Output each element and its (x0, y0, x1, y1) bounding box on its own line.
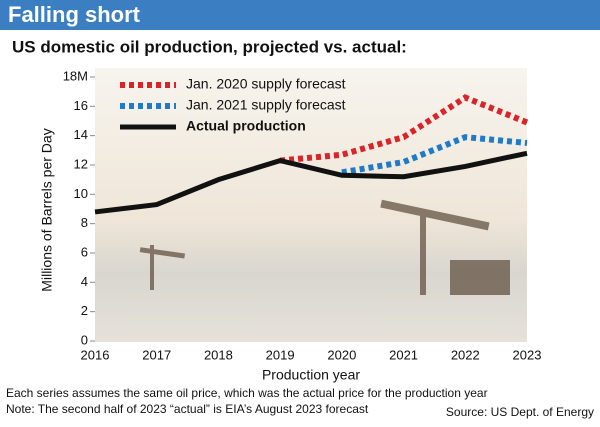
y-tick-label: 6 (81, 244, 88, 259)
chart-subtitle: US domestic oil production, projected vs… (12, 37, 407, 56)
series-line (279, 94, 529, 164)
header-bar (0, 0, 600, 30)
y-tick-label: 10 (74, 186, 88, 201)
y-tick-label: 2 (81, 303, 88, 318)
x-tick-label: 2020 (327, 347, 356, 362)
chart-title: Falling short (8, 2, 141, 27)
y-tick-label: 8 (81, 215, 88, 230)
legend-label: Jan. 2020 supply forecast (186, 76, 346, 92)
photo-background (95, 68, 527, 342)
y-axis-label: Millions of Barrels per Day (39, 128, 55, 291)
x-tick-label: 2019 (266, 347, 295, 362)
note: Each series assumes the same oil price, … (6, 386, 488, 400)
x-tick-label: 2023 (513, 347, 542, 362)
y-tick-label: 14 (74, 127, 88, 142)
pumpjack-decor (139, 199, 510, 295)
note: Note: The second half of 2023 “actual” i… (6, 402, 369, 416)
x-tick-label: 2018 (204, 347, 233, 362)
legend-label: Jan. 2021 supply forecast (186, 97, 346, 113)
x-tick-label: 2016 (81, 347, 110, 362)
x-axis-label: Production year (262, 367, 360, 383)
series-line (94, 150, 528, 215)
y-tick-label: 4 (81, 274, 88, 289)
y-tick-label: 0 (81, 332, 88, 347)
legend-label: Actual production (186, 118, 306, 134)
x-tick-label: 2022 (451, 347, 480, 362)
y-tick-label: 18M (63, 68, 88, 83)
y-tick-label: 16 (74, 98, 88, 113)
y-tick-label: 12 (74, 156, 88, 171)
series-line (341, 134, 528, 176)
x-tick-label: 2017 (142, 347, 171, 362)
source: Source: US Dept. of Energy (446, 405, 594, 419)
x-tick-label: 2021 (389, 347, 418, 362)
